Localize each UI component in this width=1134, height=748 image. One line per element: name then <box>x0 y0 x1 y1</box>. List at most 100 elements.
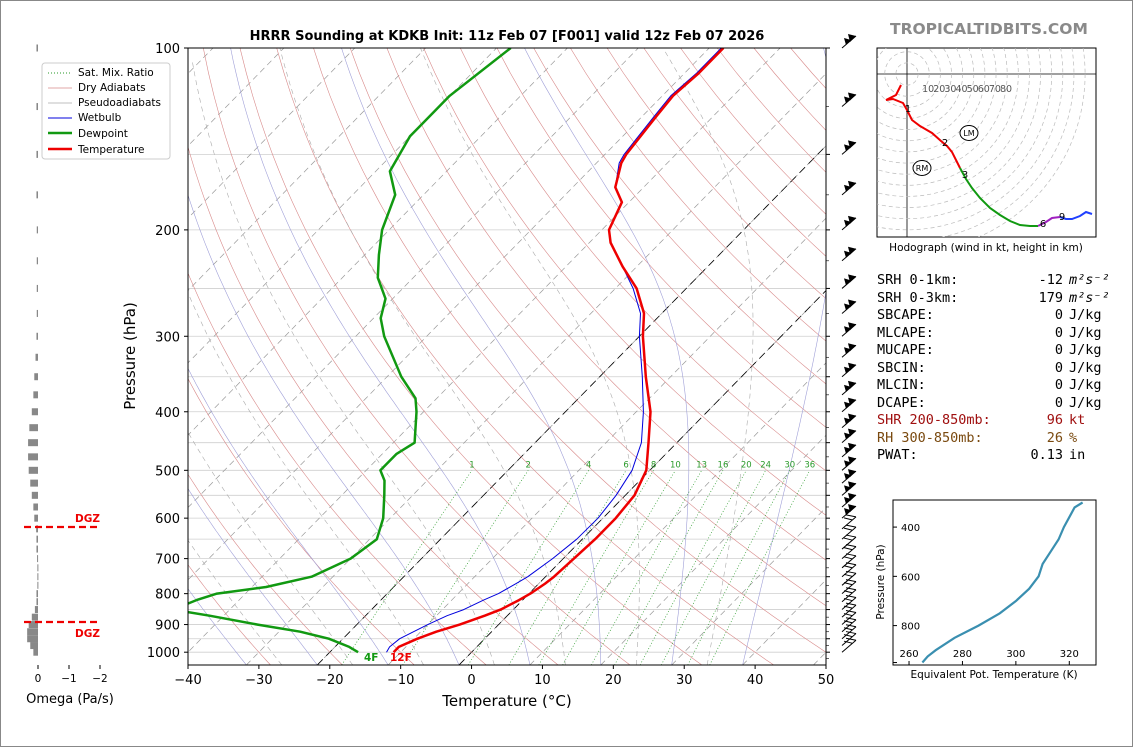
wind-barb <box>841 469 857 484</box>
barb-feather <box>845 553 857 557</box>
wind-barb <box>841 140 857 155</box>
omega-bar <box>37 581 39 589</box>
hodo-ring <box>877 48 1052 219</box>
eqpt-y-tick-label: 600 <box>901 572 920 583</box>
hodo-segment-3-6km <box>959 167 1038 227</box>
dry-adiabat <box>533 48 826 385</box>
barb-staff <box>841 516 857 530</box>
eqpt-xlabel: Equivalent Pot. Temperature (K) <box>910 669 1077 681</box>
hodo-segment-9km <box>1059 210 1093 220</box>
hodo-ring <box>877 48 1064 231</box>
stat-row: SBCAPE: 0 J/kg <box>877 307 1102 323</box>
barb-feather <box>845 514 857 518</box>
wind-barb <box>841 456 857 471</box>
y-tick-label: 800 <box>155 588 180 603</box>
wind-barb <box>841 442 857 458</box>
barb-flag <box>844 485 851 493</box>
hodo-segment-0-3km <box>885 84 961 169</box>
eqpt-x-tick-label: 300 <box>1006 649 1025 660</box>
wind-barb <box>841 534 857 550</box>
omega-bar <box>36 535 38 543</box>
barb-flag <box>844 401 851 409</box>
dry-adiabat <box>276 48 774 665</box>
dgz-label: DGZ <box>75 513 100 525</box>
hodo-ring <box>877 48 1041 208</box>
omega-bar <box>31 613 38 621</box>
y-tick-label: 400 <box>155 406 180 421</box>
mix-ratio-label: 2 <box>526 460 531 470</box>
moist-adiabat <box>188 539 283 665</box>
omega-bar <box>36 545 38 553</box>
legend-mix-ratio: Sat. Mix. Ratio <box>78 67 154 79</box>
skewt-ylabel: Pressure (hPa) <box>121 302 139 410</box>
barb-flag <box>844 38 851 45</box>
hodo-ring <box>977 48 1086 237</box>
dry-adiabat <box>203 48 631 665</box>
barb-feather <box>845 610 857 614</box>
wind-barb <box>841 504 857 519</box>
hodo-ring-label: 50 <box>967 84 979 95</box>
barb-feather <box>845 524 857 528</box>
y-tick-label: 100 <box>155 42 180 57</box>
wind-barb <box>841 274 857 289</box>
wind-barb <box>841 514 857 530</box>
temperature-trace <box>392 48 725 654</box>
hodo-height-label: 9 <box>1059 212 1065 223</box>
omega-bar <box>28 453 38 461</box>
mix-ratio-label: 24 <box>760 460 771 470</box>
omega-panel: DGZ DGZ 0 −1 −2 <box>22 44 110 685</box>
barb-feather <box>843 547 853 551</box>
stat-row: PWAT: 0.13 in <box>877 447 1086 463</box>
omega-bar <box>28 621 38 629</box>
mix-ratio-label: 1 <box>469 460 474 470</box>
dry-adiabat <box>423 48 826 516</box>
barb-feather <box>843 634 853 638</box>
stat-row: SRH 0-3km: 179 m²s⁻² <box>877 289 1110 306</box>
barb-feather <box>845 570 857 574</box>
omega-bar <box>27 635 38 643</box>
moist-adiabat <box>662 48 754 665</box>
barb-feather <box>843 590 853 594</box>
wind-barbs <box>841 34 857 653</box>
wind-barb <box>841 492 857 508</box>
hodo-ring <box>941 48 1075 237</box>
dry-adiabat <box>313 48 826 653</box>
barb-flag <box>844 144 851 152</box>
eqpt-y-tick-label: 400 <box>901 523 920 534</box>
wind-barb <box>841 397 857 413</box>
x-tick-label: 40 <box>747 673 764 688</box>
hodograph-clip <box>877 48 1096 237</box>
hodo-height-label: 1 <box>905 104 911 115</box>
y-tick-label: 900 <box>155 619 180 634</box>
barb-flag <box>844 278 851 286</box>
hodo-rm-label: RM <box>916 164 929 173</box>
barb-feather <box>843 620 853 624</box>
hodo-ring <box>877 48 975 142</box>
wind-barb <box>841 570 857 586</box>
barb-flag <box>844 219 851 227</box>
isotherm-line <box>246 73 826 665</box>
barb-feather <box>845 602 857 606</box>
legend-pseudoadiabats: Pseudoadiabats <box>78 97 161 109</box>
wind-barb <box>841 380 857 396</box>
wind-barb <box>841 343 857 358</box>
hodo-ring-label: 30 <box>944 84 956 95</box>
barb-staff <box>841 639 857 653</box>
hodo-lm-label: LM <box>963 129 974 138</box>
hodo-ring-label: 60 <box>978 84 990 95</box>
dry-adiabat <box>188 272 487 665</box>
barb-flag <box>844 460 851 468</box>
wind-barb <box>841 215 857 231</box>
barb-feather <box>843 537 853 541</box>
wind-barb <box>841 428 857 444</box>
barb-feather <box>843 556 853 560</box>
dry-adiabat <box>570 48 826 342</box>
hodo-ring <box>877 48 963 130</box>
moist-adiabat <box>341 48 602 665</box>
dry-adiabat <box>188 145 559 665</box>
omega-bar <box>37 555 39 563</box>
x-tick-label: −40 <box>174 673 201 688</box>
mixing-ratio-line <box>402 470 529 665</box>
isotherm-line <box>188 48 710 581</box>
y-tick-label: 300 <box>155 330 180 345</box>
